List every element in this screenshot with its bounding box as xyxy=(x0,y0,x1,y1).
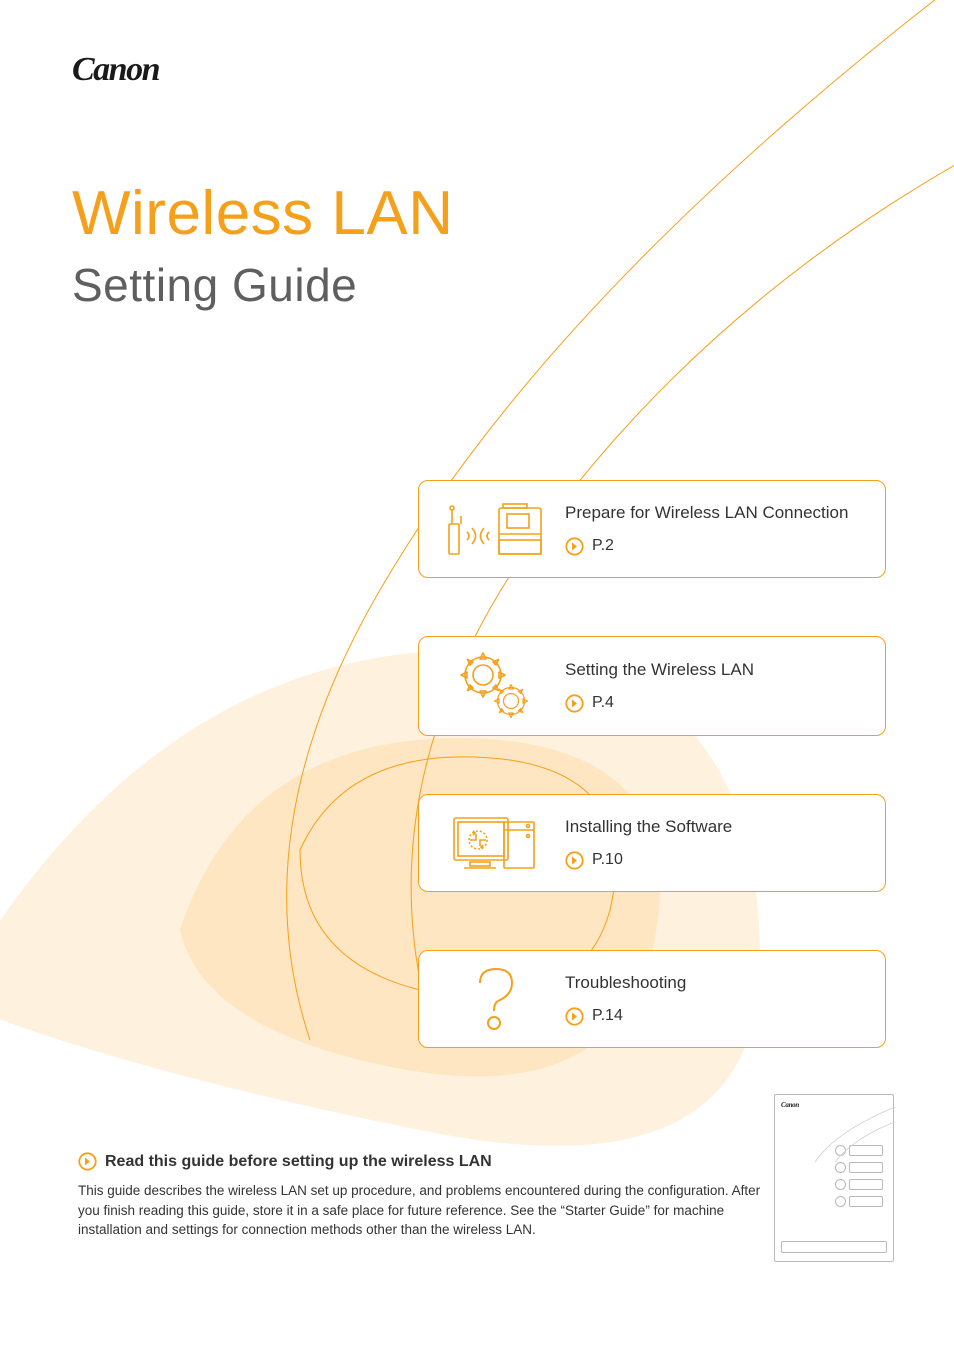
svg-text:Canon: Canon xyxy=(72,51,160,88)
mini-footer-bar xyxy=(781,1241,887,1253)
question-icon xyxy=(431,963,561,1035)
toc-card-title: Prepare for Wireless LAN Connection xyxy=(565,503,867,523)
title-main: Wireless LAN xyxy=(72,180,454,248)
page-reference: P.10 xyxy=(565,851,867,870)
page-number: P.4 xyxy=(592,694,614,712)
starter-guide-thumbnail: Canon xyxy=(774,1094,894,1262)
monitor-cpu-icon xyxy=(431,808,561,878)
mini-swirl-icon xyxy=(775,1107,895,1167)
footer-note: Read this guide before setting up the wi… xyxy=(78,1152,778,1240)
gears-icon xyxy=(431,649,561,723)
page-number: P.10 xyxy=(592,851,623,869)
page-reference: P.2 xyxy=(565,537,867,556)
mini-row xyxy=(835,1179,883,1190)
arrow-right-icon xyxy=(565,851,584,870)
toc-card-title: Installing the Software xyxy=(565,817,867,837)
toc-card-troubleshooting[interactable]: Troubleshooting P.14 xyxy=(418,950,886,1048)
title-subtitle: Setting Guide xyxy=(72,258,454,312)
toc-card-title: Setting the Wireless LAN xyxy=(565,660,867,680)
toc-card-setting[interactable]: Setting the Wireless LAN P.4 xyxy=(418,636,886,736)
arrow-right-icon xyxy=(565,694,584,713)
footer-body-text: This guide describes the wireless LAN se… xyxy=(78,1181,778,1240)
page-number: P.2 xyxy=(592,537,614,555)
arrow-right-icon xyxy=(565,537,584,556)
document-page: Canon Wireless LAN Setting Guide xyxy=(0,0,954,1350)
toc-card-prepare[interactable]: Prepare for Wireless LAN Connection P.2 xyxy=(418,480,886,578)
page-reference: P.4 xyxy=(565,694,867,713)
brand-logo: Canon xyxy=(72,50,232,95)
toc-card-title: Troubleshooting xyxy=(565,973,867,993)
page-reference: P.14 xyxy=(565,1007,867,1026)
toc-card-list: Prepare for Wireless LAN Connection P.2 xyxy=(418,480,886,1048)
page-number: P.14 xyxy=(592,1007,623,1025)
document-title: Wireless LAN Setting Guide xyxy=(72,180,454,312)
mini-row xyxy=(835,1196,883,1207)
arrow-right-icon xyxy=(565,1007,584,1026)
footer-heading-text: Read this guide before setting up the wi… xyxy=(105,1153,492,1171)
router-printer-icon xyxy=(431,496,561,562)
arrow-right-icon xyxy=(78,1152,97,1171)
footer-heading: Read this guide before setting up the wi… xyxy=(78,1152,778,1171)
toc-card-installing[interactable]: Installing the Software P.10 xyxy=(418,794,886,892)
